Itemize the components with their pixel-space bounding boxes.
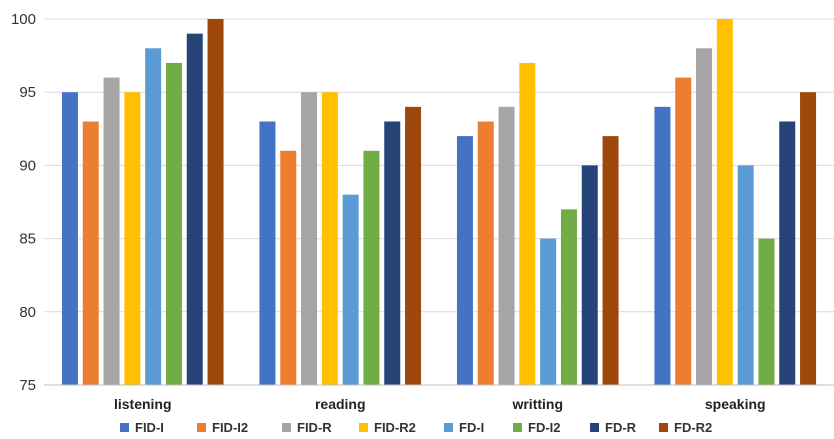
legend-label: FID-I2 (212, 420, 248, 435)
y-tick-label: 100 (11, 11, 36, 28)
bar-fid-i-speaking (654, 106, 671, 385)
bar-fid-r2-listening (124, 92, 141, 385)
legend: FID-I FID-I2 FID-R FID-R2 FD-I FD-I2 FD-R FD-R2 (120, 420, 712, 435)
bar-fd-i-listening (145, 48, 162, 385)
y-axis-ticks: 75 80 85 90 95 100 (11, 11, 36, 394)
x-tick-label: speaking (705, 396, 766, 412)
legend-label: FID-R (297, 420, 332, 435)
bars (61, 19, 817, 386)
bar-fd-i2-writting (560, 209, 577, 385)
legend-label: FD-R (605, 420, 637, 435)
bar-fd-i2-speaking (758, 238, 775, 385)
bar-fid-i2-listening (82, 121, 99, 385)
x-axis-ticks: listening reading writting speaking (114, 396, 766, 412)
legend-swatch (444, 423, 453, 432)
legend-swatch (659, 423, 668, 432)
bar-fd-i-writting (540, 238, 557, 385)
bar-fd-r-listening (186, 33, 203, 385)
bar-fid-i-listening (61, 92, 78, 385)
bar-fid-r2-writting (519, 62, 536, 386)
legend-label: FID-I (135, 420, 164, 435)
x-tick-label: reading (315, 396, 366, 412)
legend-label: FD-I2 (528, 420, 561, 435)
bar-fid-r2-reading (321, 92, 338, 385)
y-tick-label: 85 (19, 231, 36, 248)
bar-fd-r2-writting (602, 136, 619, 385)
bar-fd-r2-speaking (800, 92, 817, 385)
y-tick-label: 80 (19, 304, 36, 321)
bar-fd-i2-reading (363, 150, 380, 385)
bar-fid-r2-speaking (716, 19, 733, 385)
legend-label: FD-R2 (674, 420, 712, 435)
bar-fd-r-speaking (779, 121, 796, 385)
legend-label: FID-R2 (374, 420, 416, 435)
gridlines (44, 18, 834, 386)
y-tick-label: 75 (19, 377, 36, 394)
bar-fid-i2-speaking (675, 77, 692, 385)
bar-fid-r-speaking (696, 48, 713, 385)
x-tick-label: listening (114, 396, 172, 412)
legend-swatch (513, 423, 522, 432)
legend-swatch (197, 423, 206, 432)
legend-swatch (282, 423, 291, 432)
bar-fid-i-writting (456, 136, 473, 385)
x-tick-label: writting (511, 396, 563, 412)
bar-fid-i2-writting (477, 121, 494, 385)
legend-label: FD-I (459, 420, 484, 435)
y-tick-label: 95 (19, 84, 36, 101)
bar-fd-r-writting (581, 165, 598, 385)
bar-fd-r2-reading (405, 106, 422, 385)
y-tick-label: 90 (19, 157, 36, 174)
bar-fd-i-reading (342, 194, 359, 385)
legend-swatch (120, 423, 129, 432)
bar-fid-r-reading (301, 92, 318, 385)
bar-fd-i-speaking (737, 165, 754, 385)
bar-fid-i2-reading (280, 150, 297, 385)
bar-fid-i-reading (259, 121, 276, 385)
legend-swatch (359, 423, 368, 432)
bar-fid-r-writting (498, 106, 515, 385)
bar-fd-r2-listening (207, 19, 224, 385)
bar-fd-r-reading (384, 121, 401, 385)
bar-fd-i2-listening (165, 62, 182, 386)
bar-fid-r-listening (103, 77, 120, 385)
legend-swatch (590, 423, 599, 432)
